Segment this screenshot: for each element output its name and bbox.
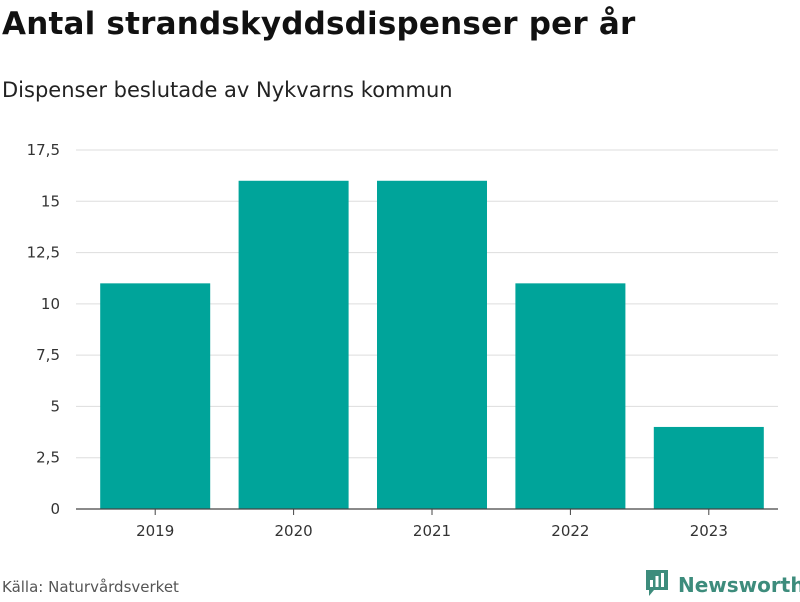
bar-chart-logo-icon: [644, 568, 670, 602]
y-tick-label: 17,5: [27, 141, 60, 159]
bar-2020[interactable]: [238, 180, 349, 509]
bars: [100, 180, 764, 509]
y-tick-label: 7,5: [36, 346, 60, 364]
y-tick-label: 15: [41, 192, 60, 210]
brand-logo[interactable]: Newsworthy: [644, 568, 800, 602]
y-tick-label: 10: [41, 295, 60, 313]
y-tick-label: 2,5: [36, 449, 60, 467]
x-tick-label: 2022: [551, 522, 589, 540]
x-tick-label: 2020: [275, 522, 313, 540]
y-tick-label: 12,5: [27, 244, 60, 262]
chart-title: Antal strandskyddsdispenser per år: [2, 6, 636, 42]
bar-2021[interactable]: [377, 180, 487, 509]
axes: 0 2,5 5 7,5 10 12,5 15 17,5 2019 2020 2021 2022 2023: [27, 141, 778, 540]
source-note: Källa: Naturvårdsverket: [2, 578, 179, 596]
bar-2019[interactable]: [100, 283, 211, 509]
x-tick-label: 2019: [136, 522, 174, 540]
x-tick-label: 2023: [690, 522, 728, 540]
bar-2023[interactable]: [653, 426, 764, 509]
y-tick-label: 0: [50, 500, 60, 518]
bar-2022[interactable]: [515, 283, 626, 509]
brand-name: Newsworthy: [678, 573, 800, 597]
x-tick-label: 2021: [413, 522, 451, 540]
y-tick-label: 5: [50, 397, 60, 415]
chart-subtitle: Dispenser beslutade av Nykvarns kommun: [2, 78, 453, 102]
